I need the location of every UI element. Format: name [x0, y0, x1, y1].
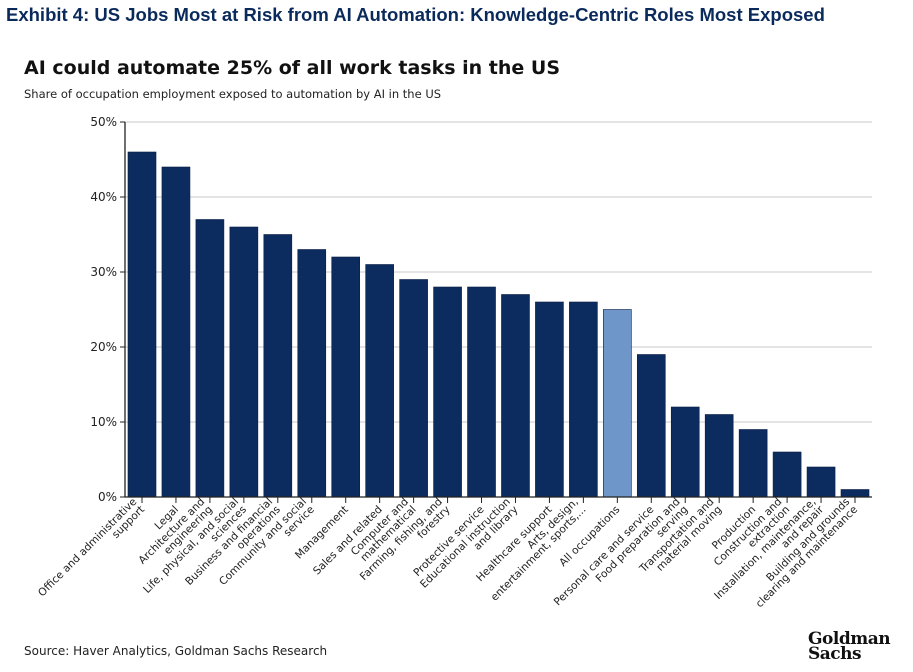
bar — [535, 301, 564, 498]
goldman-sachs-logo: Goldman Sachs — [808, 629, 891, 664]
bar — [297, 249, 327, 498]
bar — [569, 301, 598, 498]
bar — [738, 429, 768, 498]
bar — [704, 414, 734, 498]
bar — [636, 354, 666, 498]
bar — [840, 489, 870, 498]
bar — [670, 406, 700, 498]
bar — [603, 309, 632, 498]
bar — [263, 234, 293, 498]
chart-title: AI could automate 25% of all work tasks … — [24, 57, 561, 79]
y-tick-label: 10% — [90, 415, 117, 429]
source-note: Source: Haver Analytics, Goldman Sachs R… — [24, 644, 328, 658]
bar — [161, 166, 191, 498]
bar — [433, 286, 462, 498]
bar — [195, 219, 225, 498]
chart-subtitle: Share of occupation employment exposed t… — [24, 87, 442, 101]
y-tick-label: 30% — [90, 265, 117, 279]
exhibit-title: Exhibit 4: US Jobs Most at Risk from AI … — [6, 4, 825, 25]
bar — [772, 451, 802, 498]
y-tick-label: 20% — [90, 340, 117, 354]
x-tick-label: Office and administrativesupport — [36, 496, 147, 607]
bar — [331, 256, 361, 498]
bar — [806, 466, 836, 498]
bar — [501, 294, 530, 498]
y-tick-label: 0% — [98, 490, 117, 504]
bar — [399, 279, 428, 498]
bar — [229, 226, 259, 498]
bar — [365, 264, 394, 498]
bar — [467, 286, 496, 498]
bar — [127, 151, 157, 498]
y-tick-label: 40% — [90, 190, 117, 204]
y-tick-label: 50% — [90, 115, 117, 129]
x-tick-label-line: Office and administrative — [36, 496, 139, 599]
